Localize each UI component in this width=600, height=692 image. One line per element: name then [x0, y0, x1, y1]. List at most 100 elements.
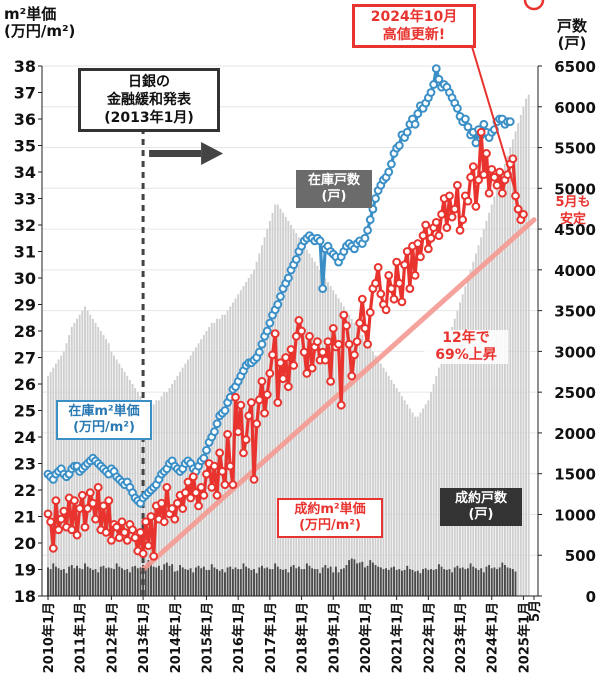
stock-units-bar [403, 400, 406, 596]
deal-price-point [458, 215, 468, 225]
stock-price-point [315, 236, 325, 246]
deal-price-point [188, 472, 198, 482]
deal-price-point [423, 244, 433, 254]
deal-units-bar [260, 565, 263, 596]
x-axis-ticks: 2010年1月 2011年1月 2012年1月 2013年1月 2014年1月 2015年… [41, 596, 543, 673]
deal-price-point [162, 482, 172, 492]
deal-price-point [141, 517, 151, 527]
deal-price-point [220, 480, 230, 490]
deal-units-bar [414, 571, 417, 596]
deal-price-point [299, 347, 309, 357]
stock-units-bar [451, 326, 454, 596]
stock-units-bar [271, 212, 274, 596]
deal-price-point [186, 493, 196, 503]
stock-units-bar [213, 322, 216, 596]
stock-units-bar [327, 282, 329, 596]
deal-units-bar [332, 572, 335, 596]
deal-units-bar [184, 569, 187, 596]
deal-price-point [360, 323, 370, 333]
deal-units-bar [150, 563, 152, 596]
deal-units-bar [342, 568, 345, 596]
deal-price-point [207, 482, 217, 492]
stock-units-bar [416, 416, 419, 596]
trend-line-segment [140, 217, 537, 572]
stock-price-point [220, 406, 230, 415]
right-tick-label: 6000 [554, 99, 596, 117]
deal-price-point [334, 339, 343, 349]
stock-units-bar [435, 375, 438, 596]
stock-units-bar [47, 375, 49, 596]
deal-units-bar [390, 567, 393, 596]
deal-price-point [178, 504, 188, 513]
deal-units-bar [430, 569, 432, 596]
stock-units-bar [356, 326, 358, 596]
deal-price-point [381, 305, 391, 315]
deal-units-bar [287, 572, 290, 596]
deal-units-bar [340, 569, 343, 596]
stock-price-point [262, 326, 272, 336]
deal-units-bar [356, 563, 358, 596]
record-high-annotation: 2024年10月 高値更新! [352, 4, 476, 48]
deal-price-point [447, 212, 457, 222]
deal-price-point [495, 167, 505, 177]
deal-price-point [212, 490, 222, 500]
stock-units-bar [501, 172, 504, 596]
deal-units-bar [382, 569, 385, 596]
deal-price-point [106, 535, 116, 545]
deal-units-bar [110, 568, 113, 596]
deal-units-bar [493, 567, 496, 596]
deal-units-bar [136, 568, 139, 596]
stock-units-bar [334, 294, 337, 596]
record-high-connector [469, 39, 517, 193]
deal-units-bar [271, 569, 274, 596]
deal-price-point [241, 435, 251, 445]
deal-price-point [318, 347, 328, 357]
deal-units-bar [181, 567, 184, 596]
deal-price-point [278, 374, 288, 384]
deal-price-point [289, 361, 299, 370]
right-tick-label: 3000 [554, 343, 596, 361]
deal-units-bar [121, 568, 123, 596]
stock-units-bar [448, 335, 451, 596]
deal-units-bar [255, 573, 258, 596]
stock-price-point [254, 347, 264, 357]
stock-units-bar [456, 310, 459, 596]
may-annotation: 5月も 安定 [555, 195, 591, 227]
stock-price-point [410, 119, 420, 129]
stock-price-point [479, 119, 489, 129]
deal-price-point [143, 541, 153, 551]
x-tick-label: 2010年1月 [41, 602, 57, 673]
stock-units-bar [480, 237, 483, 596]
stock-units-bar [511, 139, 514, 596]
left-tick-label: 27 [14, 349, 36, 368]
stock-units-bar [239, 290, 242, 596]
deal-price-point [75, 504, 85, 513]
deal-price-point [336, 400, 346, 410]
deal-price-point [202, 469, 211, 479]
stock-price-label: 在庫m²単価 (万円/m²) [56, 400, 152, 440]
deal-units-bar [282, 569, 285, 596]
stock-units-bar [173, 379, 176, 596]
deal-price-point [453, 180, 462, 190]
deal-price-point [365, 308, 375, 317]
deal-units-bar [89, 568, 92, 596]
stock-units-bar [284, 216, 287, 596]
stock-units-bar [155, 400, 158, 596]
stock-units-bar [313, 261, 316, 596]
deal-units-bar [160, 569, 163, 596]
deal-units-bar [292, 565, 295, 596]
deal-price-point [307, 363, 317, 373]
deal-price-point [91, 514, 100, 524]
deal-price-point [114, 533, 124, 543]
right-tick-label: 5000 [554, 180, 596, 198]
deal-price-point [80, 522, 90, 532]
right-axis-ticks: 0 500 1000 1500 2000 2500 3000 3500 4000 4500 5000… [538, 58, 596, 606]
deal-price-point [217, 467, 227, 476]
x-tick-label: 2019年1月 [326, 602, 342, 673]
deal-price-point [400, 260, 409, 270]
stock-price-point [210, 427, 219, 437]
overlays [469, 0, 545, 193]
deal-price-point [170, 514, 180, 524]
deal-units-bar [231, 569, 234, 596]
deal-units-bar [406, 565, 409, 596]
